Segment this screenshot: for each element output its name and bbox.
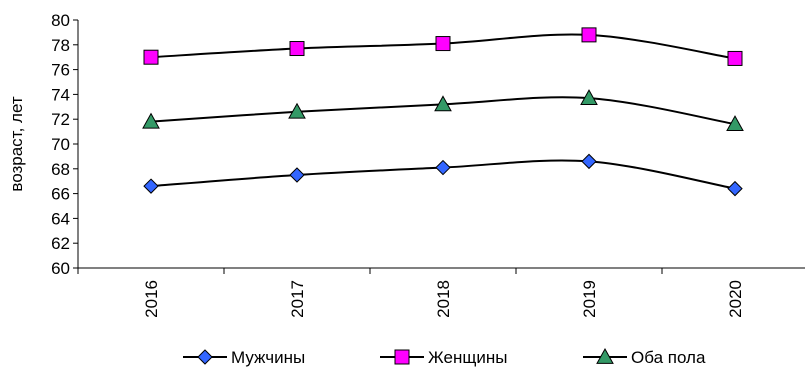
data-point bbox=[435, 159, 451, 176]
y-tick-label: 80 bbox=[51, 11, 70, 30]
series-diamond bbox=[143, 153, 743, 197]
data-point bbox=[435, 36, 451, 52]
data-point bbox=[580, 89, 598, 106]
x-tick-label: 2019 bbox=[580, 280, 599, 318]
y-tick-label: 72 bbox=[51, 110, 70, 129]
x-tick-label: 2016 bbox=[142, 280, 161, 318]
data-point bbox=[727, 50, 743, 66]
series-triangle bbox=[142, 89, 744, 132]
legend-item: Мужчины bbox=[183, 348, 305, 367]
y-axis-title: возраст, лет bbox=[7, 96, 26, 191]
legend-label: Женщины bbox=[428, 348, 507, 367]
axes: 60 62 64 66 68 70 72 74 76 78 80 2016 2017 2018 2019 20… bbox=[51, 11, 805, 318]
legend-marker bbox=[394, 349, 410, 365]
data-point bbox=[288, 102, 306, 119]
data-point bbox=[289, 167, 305, 183]
y-tick-label: 62 bbox=[51, 234, 70, 253]
legend-label: Мужчины bbox=[231, 348, 305, 367]
legend-marker bbox=[596, 347, 614, 364]
legend-marker bbox=[197, 349, 213, 365]
y-tick-label: 60 bbox=[51, 259, 70, 278]
series-layer bbox=[142, 27, 744, 197]
data-point bbox=[727, 180, 743, 197]
y-tick-label: 66 bbox=[51, 185, 70, 204]
x-tick-label: 2017 bbox=[288, 280, 307, 318]
y-tick-label: 78 bbox=[51, 36, 70, 55]
y-tick-label: 74 bbox=[51, 85, 70, 104]
x-tick-label: 2018 bbox=[434, 280, 453, 318]
data-point bbox=[143, 178, 159, 194]
series-square bbox=[143, 27, 743, 66]
legend-label: Оба пола bbox=[631, 348, 706, 367]
legend-item: Женщины bbox=[380, 348, 507, 367]
y-tick-label: 70 bbox=[51, 135, 70, 154]
data-point bbox=[142, 112, 160, 129]
data-point bbox=[434, 95, 452, 112]
y-tick-label: 68 bbox=[51, 160, 70, 179]
data-point bbox=[726, 115, 744, 132]
data-point bbox=[143, 49, 159, 65]
data-point bbox=[289, 41, 305, 57]
legend: Мужчины Женщины Оба пола bbox=[183, 347, 706, 367]
y-tick-label: 76 bbox=[51, 61, 70, 80]
x-tick-label: 2020 bbox=[726, 280, 745, 318]
data-point bbox=[581, 27, 597, 43]
y-tick-label: 64 bbox=[51, 209, 70, 228]
legend-item: Оба пола bbox=[583, 347, 706, 367]
data-point bbox=[581, 153, 597, 170]
